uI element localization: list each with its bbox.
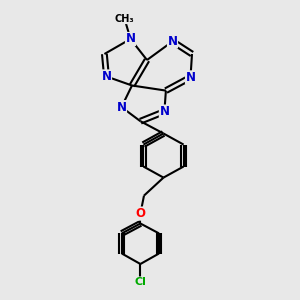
Text: N: N bbox=[167, 35, 178, 48]
Text: CH₃: CH₃ bbox=[115, 14, 134, 24]
Text: N: N bbox=[159, 105, 170, 118]
Text: N: N bbox=[116, 100, 127, 114]
Text: O: O bbox=[135, 207, 146, 220]
Text: N: N bbox=[185, 71, 196, 84]
Text: N: N bbox=[125, 32, 136, 46]
Text: Cl: Cl bbox=[134, 277, 146, 287]
Text: N: N bbox=[101, 70, 112, 83]
